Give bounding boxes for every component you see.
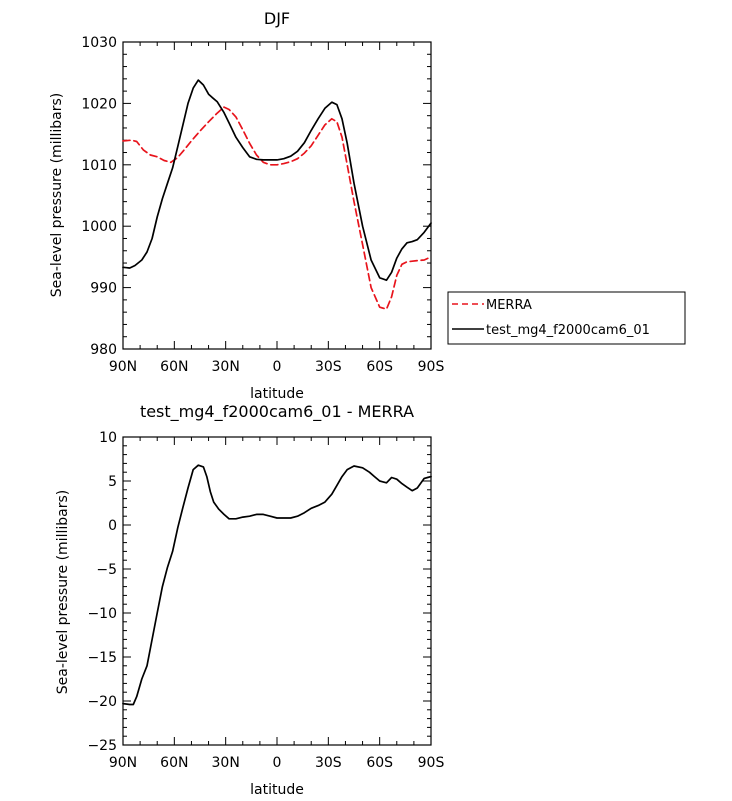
bottom-x-tick-label: 60N [160, 755, 188, 771]
bottom-series-line-0 [122, 464, 432, 706]
legend: MERRA test_mg4_f2000cam6_01 [447, 291, 686, 345]
legend-label-merra: MERRA [486, 298, 532, 313]
bottom-y-tick-label: −15 [87, 650, 117, 666]
top-chart: DJF 90N 60N 30N 0 30S 60S 90S 980 990 1000 1010 102… [49, 9, 686, 402]
top-y-tick-label: 980 [90, 342, 117, 358]
legend-box [447, 291, 686, 345]
bottom-chart-title: test_mg4_f2000cam6_01 - MERRA [140, 402, 414, 422]
bottom-x-tick-label: 30S [315, 755, 342, 771]
top-x-axis-label: latitude [250, 386, 304, 402]
top-x-tick-label: 60S [366, 359, 393, 375]
top-x-tick-label: 30N [212, 359, 240, 375]
bottom-y-tick-label: 10 [99, 430, 117, 446]
top-y-axis-label: Sea-level pressure (millibars) [49, 93, 65, 297]
top-x-tick-label: 90S [418, 359, 445, 375]
bottom-y-tick-label: 0 [108, 518, 117, 534]
bottom-x-tick-label: 0 [273, 755, 282, 771]
bottom-y-tick-label: −10 [87, 606, 117, 622]
bottom-x-tick-label: 90S [418, 755, 445, 771]
bottom-x-tick-label: 60S [366, 755, 393, 771]
top-y-tick-label: 1010 [81, 158, 117, 174]
bottom-x-axis-label: latitude [250, 782, 304, 798]
bottom-y-axis-label: Sea-level pressure (millibars) [55, 490, 71, 694]
bottom-x-tick-label: 30N [212, 755, 240, 771]
top-x-tick-label: 30S [315, 359, 342, 375]
top-y-tick-label: 1020 [81, 96, 117, 112]
top-y-tick-label: 1030 [81, 35, 117, 51]
top-chart-title: DJF [264, 9, 290, 28]
top-plot-border [122, 41, 432, 350]
bottom-y-tick-label: −5 [96, 562, 117, 578]
bottom-plot-area: 90N 60N 30N 0 30S 60S 90S −25 −20 −15 −10 −5 0 5 10 [87, 430, 444, 771]
top-x-tick-label: 0 [273, 359, 282, 375]
top-x-tick-label: 90N [109, 359, 137, 375]
bottom-y-tick-label: −20 [87, 694, 117, 710]
bottom-x-tick-label: 90N [109, 755, 137, 771]
top-plot-area: 90N 60N 30N 0 30S 60S 90S 980 990 1000 1010 1020 103… [81, 35, 444, 375]
bottom-y-tick-label: 5 [108, 474, 117, 490]
top-y-tick-label: 1000 [81, 219, 117, 235]
bottom-chart: test_mg4_f2000cam6_01 - MERRA 90N 60N 30N 0… [55, 402, 444, 798]
top-series-line-1 [122, 79, 432, 282]
bottom-y-tick-label: −25 [87, 738, 117, 754]
top-x-tick-label: 60N [160, 359, 188, 375]
legend-label-test: test_mg4_f2000cam6_01 [486, 323, 650, 338]
top-y-tick-label: 990 [90, 281, 117, 297]
